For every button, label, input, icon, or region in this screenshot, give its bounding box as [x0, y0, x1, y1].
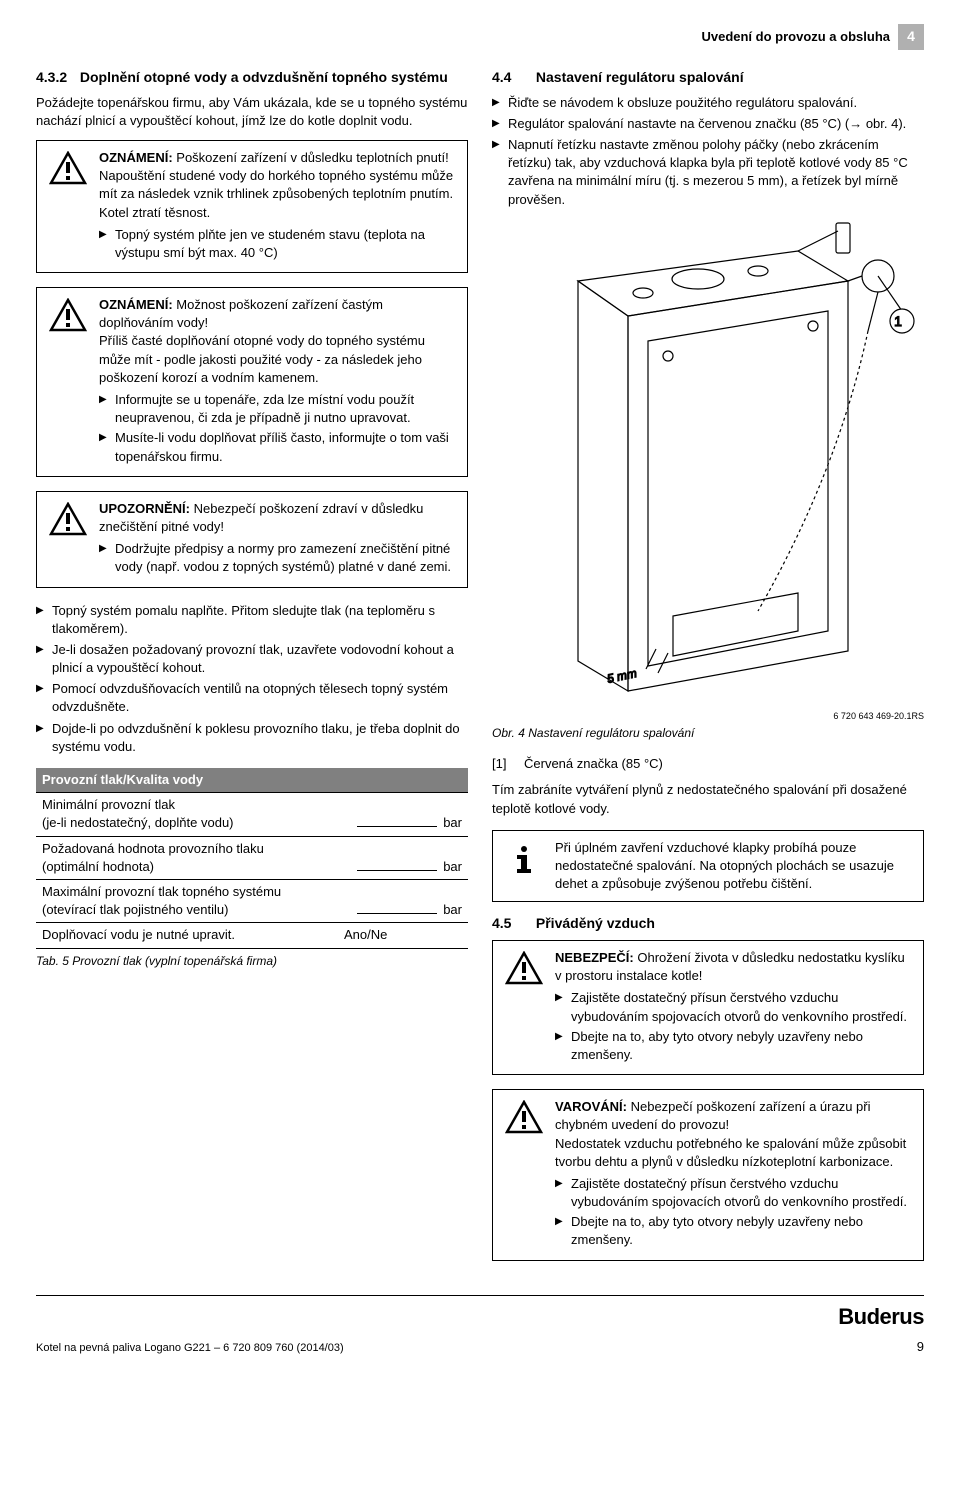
warning-icon: [503, 949, 545, 1066]
page-header: Uvedení do provozu a obsluha 4: [36, 24, 924, 50]
page-footer: Kotel na pevná paliva Logano G221 – 6 72…: [36, 1295, 924, 1357]
unit-label: bar: [443, 815, 462, 830]
notice-body-text: Příliš časté doplňování otopné vody do t…: [99, 332, 457, 387]
step-item: Je-li dosažen požadovaný provozní tlak, …: [36, 641, 468, 677]
cell-text: (optimální hodnota): [42, 859, 154, 874]
notice-bullet: Musíte-li vodu doplňovat příliš často, i…: [99, 429, 457, 465]
page-number: 9: [838, 1338, 924, 1356]
cell-text: (otevírací tlak pojistného ventilu): [42, 902, 228, 917]
step-item: Dojde-li po odvzdušnění k poklesu provoz…: [36, 720, 468, 756]
warning-icon: [47, 296, 89, 468]
step-item: Regulátor spalování nastavte na červenou…: [492, 115, 924, 133]
warning-icon: [47, 500, 89, 579]
table-header: Provozní tlak/Kvalita vody: [36, 768, 468, 793]
notice-bullet: Dodržujte předpisy a normy pro zamezení …: [99, 540, 457, 576]
cell-text: Požadovaná hodnota provozního tlaku: [42, 841, 264, 856]
table-row: Doplňovací vodu je nutné upravit. Ano/Ne: [36, 923, 468, 948]
figure-legend: [1] Červená značka (85 °C): [492, 755, 924, 773]
notice-bullet: Zajistěte dostatečný přísun čerstvého vz…: [555, 989, 913, 1025]
cell-text: Doplňovací vodu je nutné upravit.: [36, 923, 338, 948]
right-column: 4.4 Nastavení regulátoru spalování Řiďte…: [492, 68, 924, 1275]
heading-num: 4.5: [492, 914, 532, 934]
unit-label: bar: [443, 859, 462, 874]
heading-44: 4.4 Nastavení regulátoru spalování: [492, 68, 924, 88]
notice-bullet: Dbejte na to, aby tyto otvory nebyly uza…: [555, 1213, 913, 1249]
footer-docref: Kotel na pevná paliva Logano G221 – 6 72…: [36, 1341, 344, 1356]
step-item: Pomocí odvzdušňovacích ventilů na otopný…: [36, 680, 468, 716]
info-box: Při úplném zavření vzduchové klapky prob…: [492, 830, 924, 903]
notice-box: OZNÁMENÍ: Poškození zařízení v důsledku …: [36, 140, 468, 273]
warning-icon: [47, 149, 89, 264]
step-item: Napnutí řetízku nastavte změnou polohy p…: [492, 136, 924, 209]
step-item: Topný systém pomalu naplňte. Přitom sled…: [36, 602, 468, 638]
cell-text: (je-li nedostatečný, doplňte vodu): [42, 815, 234, 830]
notice-label: VAROVÁNÍ:: [555, 1099, 627, 1114]
svg-text:1: 1: [894, 313, 902, 329]
warning-box: VAROVÁNÍ: Nebezpečí poškození zařízení a…: [492, 1089, 924, 1261]
info-icon: [503, 839, 545, 894]
figure-caption: Obr. 4 Nastavení regulátoru spalování: [492, 725, 924, 742]
section-number: 4: [898, 24, 924, 50]
warning-icon: [503, 1098, 545, 1252]
paragraph: Požádejte topenářskou firmu, aby Vám uká…: [36, 94, 468, 130]
heading-432: 4.3.2 Doplnění otopné vody a odvzdušnění…: [36, 68, 468, 88]
figure-code: 6 720 643 469-20.1RS: [492, 710, 924, 723]
notice-bullet: Zajistěte dostatečný přísun čerstvého vz…: [555, 1175, 913, 1211]
svg-text:5 mm: 5 mm: [606, 666, 638, 686]
notice-bullet: Dbejte na to, aby tyto otvory nebyly uza…: [555, 1028, 913, 1064]
notice-label: NEBEZPEČÍ:: [555, 950, 634, 965]
step-list: Topný systém pomalu naplňte. Přitom sled…: [36, 602, 468, 757]
left-column: 4.3.2 Doplnění otopné vody a odvzdušnění…: [36, 68, 468, 1275]
heading-text: Nastavení regulátoru spalování: [536, 69, 744, 85]
legend-value: Červená značka (85 °C): [524, 755, 663, 773]
heading-num: 4.3.2: [36, 68, 76, 88]
notice-label: OZNÁMENÍ:: [99, 150, 173, 165]
notice-bullet: Informujte se u topenáře, zda lze místní…: [99, 391, 457, 427]
table-row: Maximální provozní tlak topného systému (…: [36, 879, 468, 922]
notice-label: UPOZORNĚNÍ:: [99, 501, 190, 516]
cell-text: Minimální provozní tlak: [42, 797, 175, 812]
heading-text: Doplnění otopné vody a odvzdušnění topné…: [80, 69, 448, 85]
table-row: Požadovaná hodnota provozního tlaku (opti…: [36, 836, 468, 879]
notice-label: OZNÁMENÍ:: [99, 297, 173, 312]
notice-bullet: Topný systém plňte jen ve studeném stavu…: [99, 226, 457, 262]
notice-head: Poškození zařízení v důsledku teplotních…: [173, 150, 449, 165]
step-list: Řiďte se návodem k obsluze použitého reg…: [492, 94, 924, 209]
table-row: Minimální provozní tlak (je-li nedostateč…: [36, 793, 468, 836]
legend-key: [1]: [492, 755, 516, 773]
brand-logo: Buderus: [838, 1302, 924, 1333]
step-item: Řiďte se návodem k obsluze použitého reg…: [492, 94, 924, 112]
notice-box: OZNÁMENÍ: Možnost poškození zařízení čas…: [36, 287, 468, 477]
cell-text: Ano/Ne: [338, 923, 468, 948]
heading-text: Přiváděný vzduch: [536, 915, 655, 931]
heading-45: 4.5 Přiváděný vzduch: [492, 914, 924, 934]
info-text: Při úplném zavření vzduchové klapky prob…: [555, 839, 913, 894]
figure-boiler: 5 mm 1: [492, 221, 924, 706]
table-caption: Tab. 5 Provozní tlak (vyplní topenářská …: [36, 953, 468, 970]
notice-box: UPOZORNĚNÍ: Nebezpečí poškození zdraví v…: [36, 491, 468, 588]
heading-num: 4.4: [492, 68, 532, 88]
notice-body-text: Napouštění studené vody do horkého topné…: [99, 167, 457, 222]
notice-body-text: Nedostatek vzduchu potřebného ke spalová…: [555, 1135, 913, 1171]
unit-label: bar: [443, 902, 462, 917]
danger-box: NEBEZPEČÍ: Ohrožení života v důsledku ne…: [492, 940, 924, 1075]
cell-text: Maximální provozní tlak topného systému: [42, 884, 281, 899]
paragraph: Tím zabráníte vytváření plynů z nedostat…: [492, 781, 924, 817]
pressure-table: Provozní tlak/Kvalita vody Minimální pro…: [36, 768, 468, 949]
section-title: Uvedení do provozu a obsluha: [701, 28, 890, 46]
